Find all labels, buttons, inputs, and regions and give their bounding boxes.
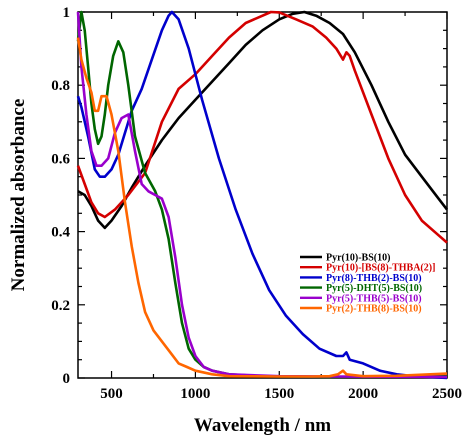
x-axis-ticks: 500 1000 1500 2000 2500 — [100, 12, 462, 402]
x-axis-title: Wavelength / nm — [194, 415, 331, 436]
series-line-2 — [76, 10, 448, 244]
x-tick-label: 500 — [100, 386, 123, 402]
legend-label: Pyr(10)-BS(10) — [326, 253, 390, 264]
series-line-4 — [76, 10, 448, 379]
series-line-3 — [76, 10, 448, 380]
y-tick-label: 0.2 — [51, 298, 70, 314]
x-tick-label: 1500 — [264, 386, 294, 402]
y-tick-label: 1 — [63, 5, 71, 21]
legend-label: Pyr(5)-DHT(5)-BS(10) — [326, 283, 422, 294]
legend: Pyr(10)-BS(10)Pyr(10)-[BS(8)-THBA(2)]Pyr… — [300, 253, 435, 315]
series-line-5 — [76, 11, 448, 379]
x-tick-label: 1000 — [180, 386, 210, 402]
x-tick-label: 2500 — [432, 386, 462, 402]
y-axis-ticks: 0 0.2 0.4 0.6 0.8 1 — [51, 5, 447, 387]
legend-label: Pyr(2)-THB(8)-BS(10) — [326, 304, 422, 315]
y-tick-label: 0 — [63, 371, 71, 387]
y-tick-label: 0.8 — [51, 78, 70, 94]
series-line-6 — [76, 37, 448, 378]
legend-label: Pyr(5)-THB(5)-BS(10) — [326, 293, 422, 304]
x-tick-label: 2000 — [348, 386, 378, 402]
plot-area-frame — [77, 11, 448, 379]
series-lines — [76, 10, 449, 380]
series-line-1 — [77, 10, 449, 230]
y-axis-title: Normalized absorbance — [8, 99, 29, 292]
legend-label: Pyr(10)-[BS(8)-THBA(2)] — [326, 263, 435, 274]
legend-label: Pyr(8)-THB(2)-BS(10) — [326, 273, 422, 284]
y-tick-label: 0.6 — [51, 151, 70, 167]
y-tick-label: 0.4 — [51, 225, 70, 241]
